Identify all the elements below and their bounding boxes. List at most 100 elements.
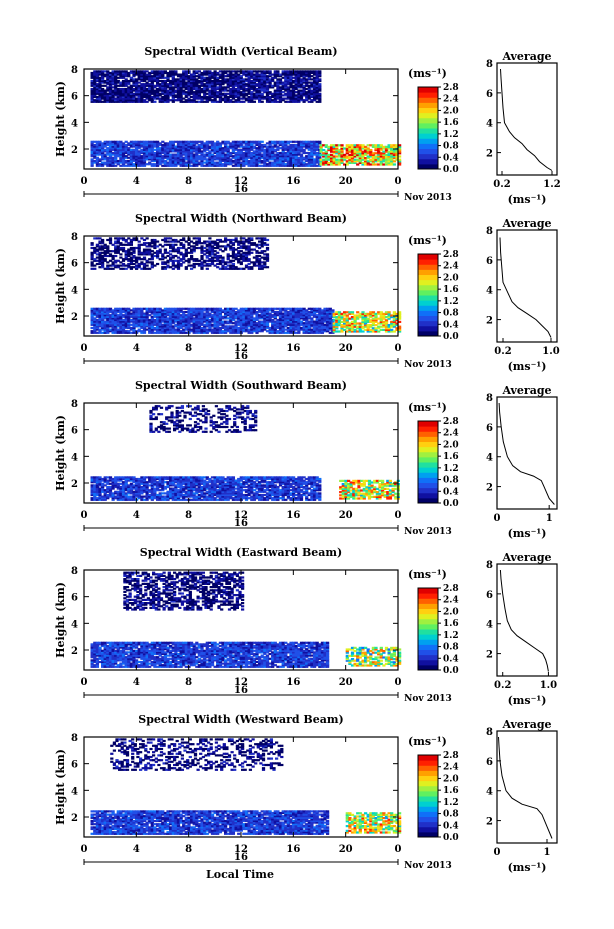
heatmap-cell (205, 147, 209, 150)
heatmap-cell (239, 246, 243, 250)
heatmap-cell (237, 322, 241, 325)
heatmap-cell (250, 156, 254, 159)
heatmap-cell (364, 153, 368, 156)
heatmap-cell (278, 100, 283, 103)
heatmap-cell (98, 140, 102, 143)
heatmap-cell (284, 140, 288, 143)
heatmap-cell (119, 314, 123, 317)
heatmap-cell (268, 155, 272, 158)
heatmap-cell (250, 71, 254, 75)
heatmap-cell (179, 156, 183, 159)
heatmap-cell (247, 267, 251, 270)
heatmap-cell (150, 142, 154, 145)
heatmap-cell (299, 143, 304, 147)
heatmap-cell (213, 156, 217, 159)
heatmap-cell (156, 87, 160, 91)
heatmap-cell (190, 150, 194, 153)
heatmap-cell (250, 95, 254, 99)
heatmap-cell (192, 262, 196, 266)
heatmap-cell (299, 159, 304, 163)
heatmap-cell (234, 325, 238, 328)
heatmap-cell (284, 164, 288, 167)
heatmap-cell (313, 163, 317, 166)
heatmap-cell (148, 158, 152, 161)
heatmap-cell (392, 150, 397, 153)
heatmap-cell (166, 151, 170, 155)
heatmap-cell (135, 322, 139, 325)
heatmap-cell (174, 318, 178, 322)
heatmap-cell (276, 79, 280, 83)
heatmap-cell (127, 312, 131, 315)
heatmap-cell (163, 164, 168, 167)
heatmap-cell (276, 307, 280, 310)
heatmap-cell (153, 326, 157, 330)
heatmap-cell (208, 264, 212, 267)
heatmap-cell (247, 317, 251, 320)
heatmap-cell (213, 164, 217, 167)
heatmap-cell (174, 148, 178, 151)
heatmap-cell (192, 242, 196, 245)
heatmap-cell (150, 148, 154, 151)
heatmap-cell (171, 81, 175, 84)
heatmap-cell (197, 240, 202, 243)
heatmap-cell (218, 76, 223, 79)
heatmap-cell (121, 237, 126, 240)
heatmap-cell (224, 156, 228, 159)
heatmap-cell (315, 100, 319, 103)
heatmap-cell (330, 149, 334, 152)
heatmap-cell (395, 157, 399, 160)
heatmap-cell (153, 314, 157, 317)
heatmap-cell (190, 76, 194, 79)
heatmap-cell (195, 153, 199, 156)
heatmap-cell (145, 143, 149, 147)
heatmap-cell (221, 87, 225, 91)
heatmap-cell (171, 262, 175, 266)
heatmap-cell (205, 318, 209, 322)
heatmap-cell (273, 323, 277, 326)
heatmap-cell (127, 100, 131, 103)
heatmap-cell (103, 317, 107, 320)
heatmap-cell (263, 148, 267, 151)
heatmap-cell (195, 94, 199, 97)
heatmap-cell (111, 78, 115, 81)
heatmap-cell (294, 148, 298, 151)
heatmap-cell (192, 94, 196, 97)
heatmap-cell (176, 309, 181, 312)
heatmap-cell (192, 159, 196, 163)
heatmap-cell (258, 143, 262, 147)
heatmap-cell (307, 81, 311, 84)
heatmap-cell (340, 158, 344, 161)
heatmap-cell (148, 326, 152, 330)
heatmap-cell (135, 84, 139, 87)
heatmap-cell (244, 94, 249, 97)
heatmap-cell (247, 310, 251, 314)
heatmap-cell (95, 92, 100, 95)
heatmap-cell (294, 158, 298, 161)
heatmap-cell (327, 153, 331, 156)
heatmap-cell (231, 310, 236, 314)
heatmap-cell (190, 254, 194, 258)
heatmap-cell (384, 163, 389, 166)
heatmap-cell (286, 97, 291, 100)
heatmap-cell (163, 307, 168, 310)
heatmap-cell (224, 317, 228, 320)
heatmap-cell (213, 76, 217, 79)
heatmap-cell (278, 75, 283, 78)
heatmap-cell (263, 158, 267, 161)
heatmap-cell (307, 155, 311, 158)
heatmap-cell (318, 94, 322, 97)
heatmap-cell (129, 314, 134, 317)
heatmap-cell (273, 328, 277, 331)
heatmap-cell (106, 238, 110, 242)
heatmap-cell (116, 142, 120, 145)
heatmap-cell (174, 317, 178, 320)
heatmap-cell (161, 100, 165, 103)
heatmap-cell (197, 150, 202, 153)
heatmap-cells (90, 237, 402, 334)
heatmap-cell (158, 87, 162, 91)
heatmap-cell (239, 79, 243, 83)
heatmap-cell (111, 148, 115, 151)
heatmap-cell (260, 328, 264, 331)
heatmap-cell (307, 71, 311, 75)
heatmap-cell (313, 94, 317, 97)
